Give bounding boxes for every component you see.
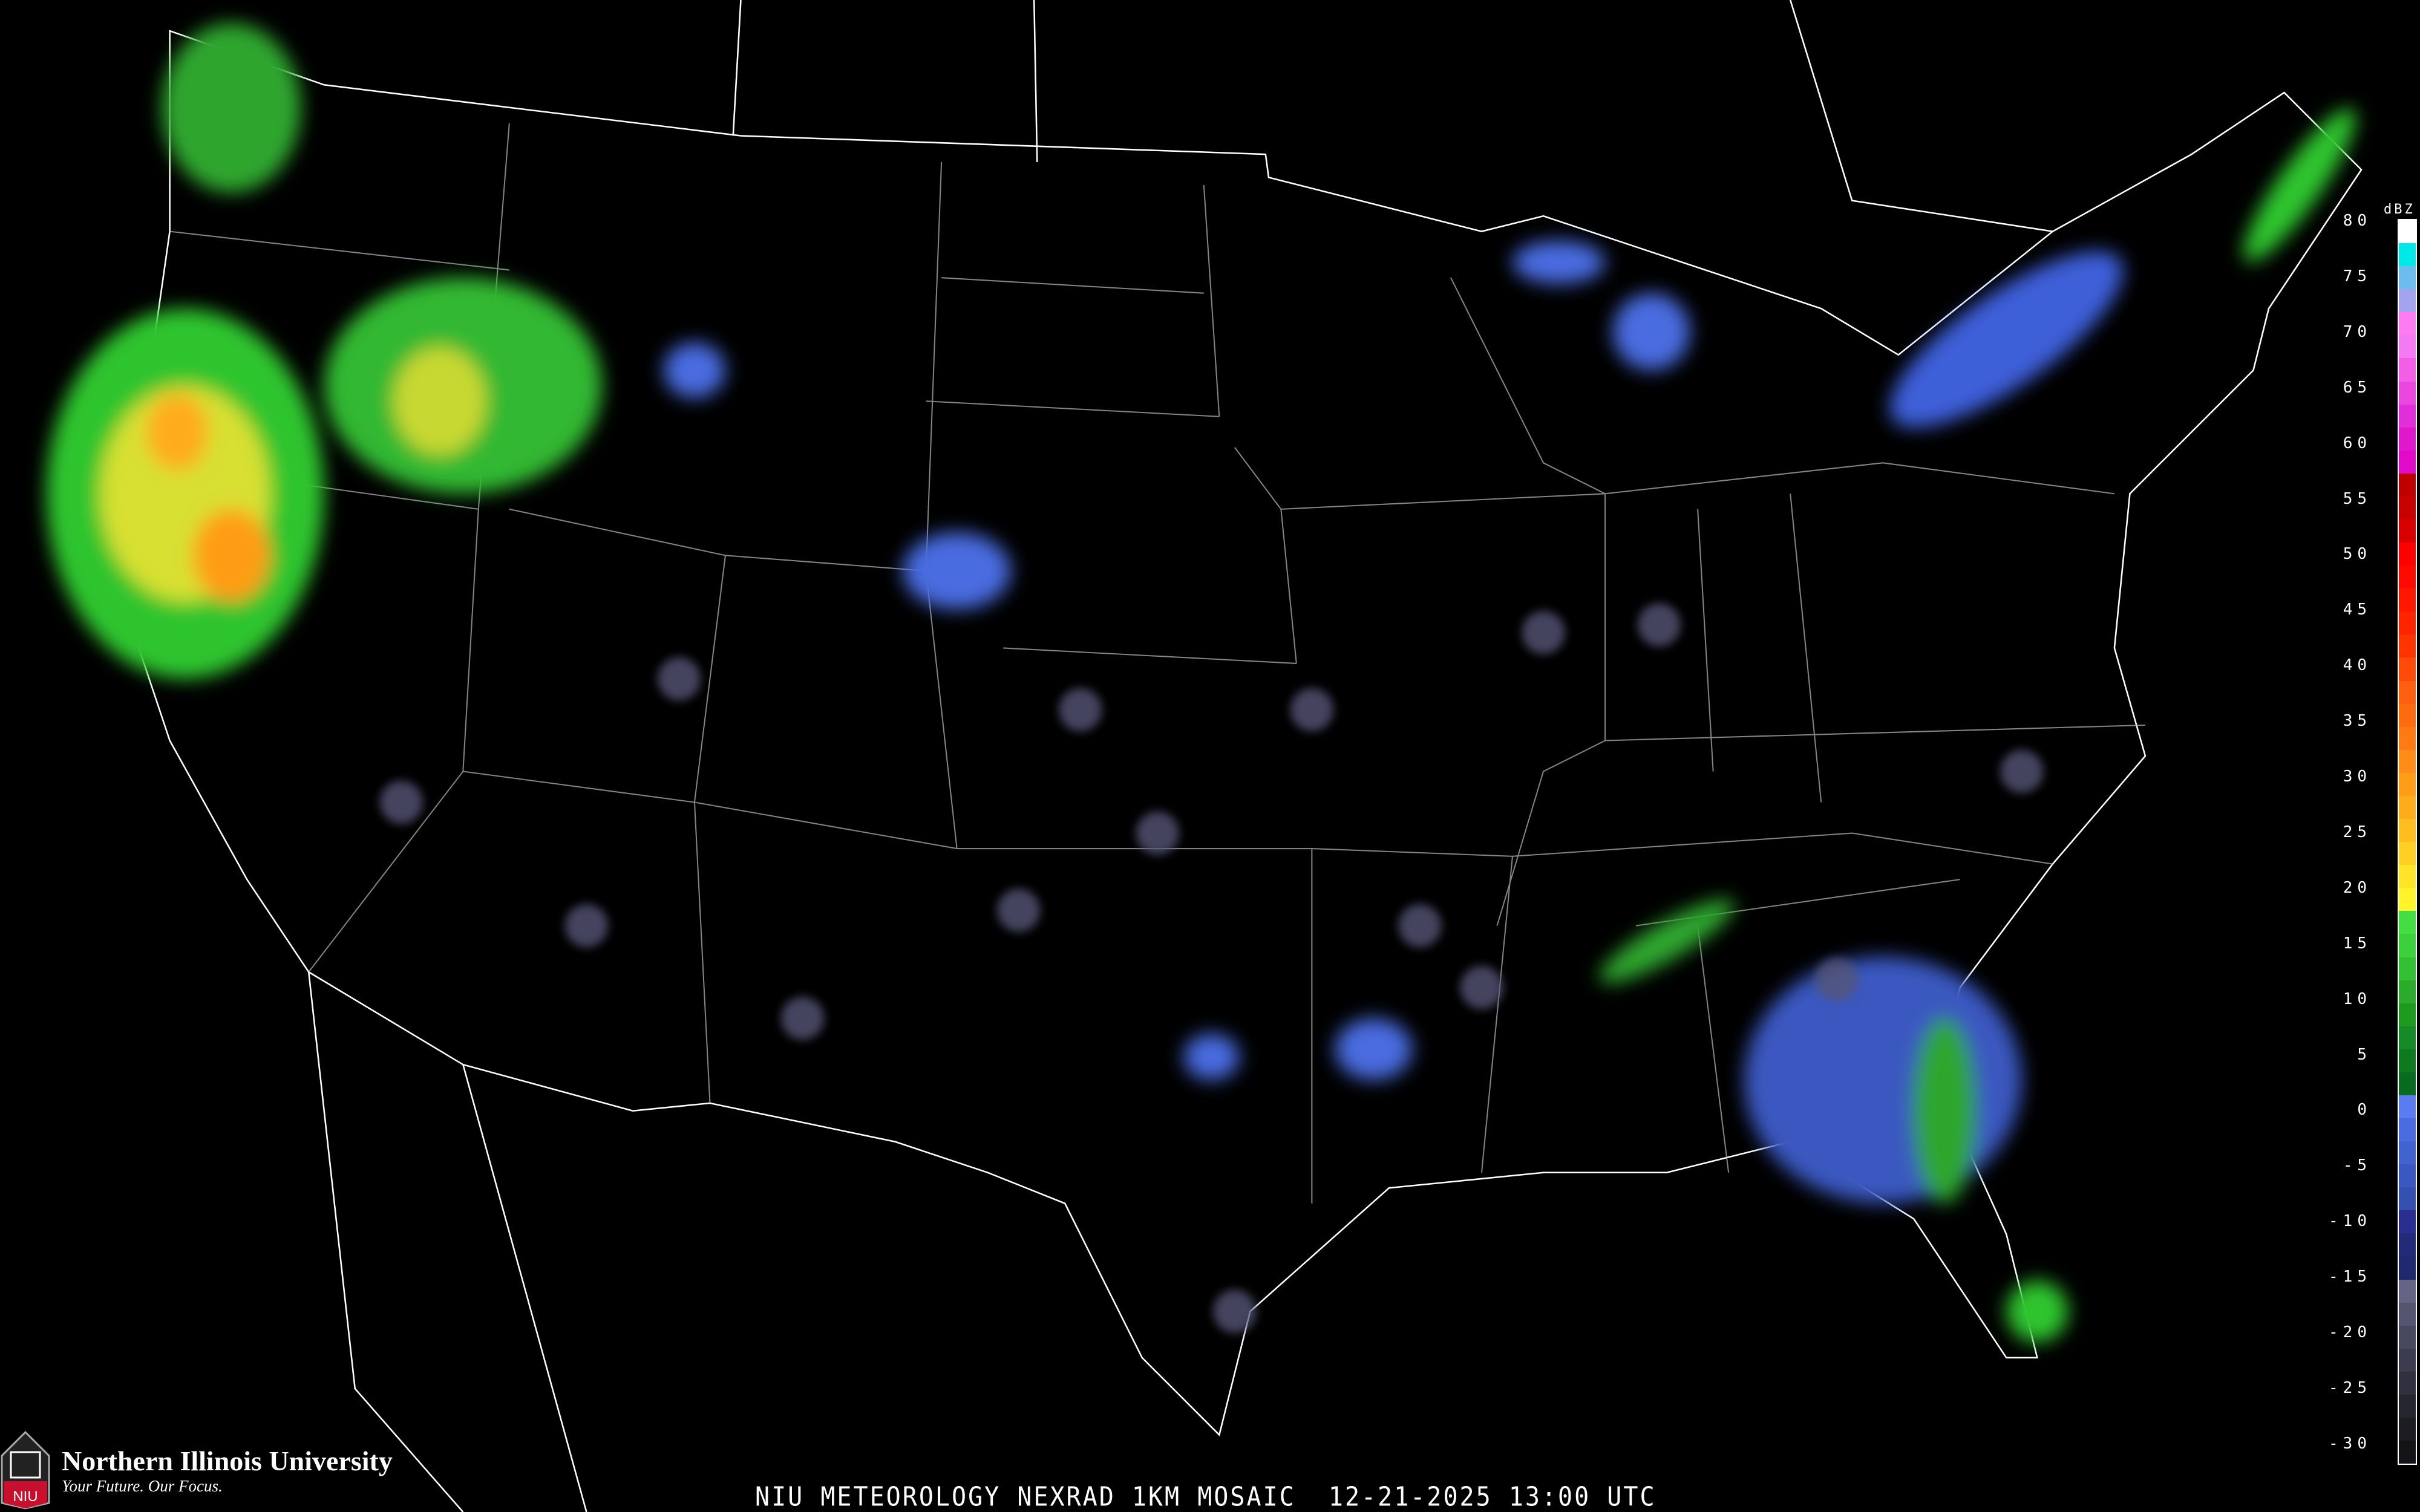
colorbar-swatch — [2399, 1233, 2416, 1257]
colorbar-swatch — [2399, 266, 2416, 290]
colorbar-tick-label: 5 — [2357, 1045, 2372, 1064]
colorbar-swatch — [2399, 520, 2416, 543]
colorbar-tick-label: 10 — [2343, 989, 2372, 1008]
colorbar-swatch — [2399, 749, 2416, 773]
map-caption: NIU METEOROLOGY NEXRAD 1KM MOSAIC 12-21-… — [755, 1482, 1656, 1512]
colorbar-tick-label: 50 — [2343, 545, 2372, 564]
colorbar-swatch — [2399, 980, 2416, 1003]
colorbar-swatch — [2399, 842, 2416, 865]
colorbar-tick-label: 15 — [2343, 934, 2372, 953]
colorbar-swatch — [2399, 427, 2416, 451]
svg-text:NIU: NIU — [13, 1488, 38, 1505]
colorbar-swatch — [2399, 819, 2416, 842]
colorbar-tick-label: -10 — [2329, 1212, 2372, 1231]
country-outline — [138, 0, 2363, 1512]
colorbar-swatch — [2399, 588, 2416, 612]
map-title: NIU METEOROLOGY NEXRAD 1KM MOSAIC — [755, 1481, 1296, 1512]
colorbar-swatch — [2399, 680, 2416, 704]
colorbar-tick-label: -15 — [2329, 1268, 2372, 1286]
radar-clutter — [379, 603, 2044, 1334]
colorbar-swatch — [2399, 888, 2416, 911]
colorbar-swatch — [2399, 1441, 2416, 1464]
colorbar-swatch — [2399, 1118, 2416, 1142]
colorbar-swatch — [2399, 1141, 2416, 1165]
colorbar-swatch — [2399, 1003, 2416, 1026]
reflectivity-colorbar — [2398, 219, 2417, 1465]
niu-logo: NIU Northern Illinois University Your Fu… — [0, 1430, 393, 1510]
colorbar-tick-label: 70 — [2343, 322, 2372, 341]
colorbar-swatch — [2399, 1164, 2416, 1188]
colorbar-tick-label: 40 — [2343, 656, 2372, 675]
radar-echoes — [46, 23, 2356, 1343]
colorbar-swatch — [2399, 289, 2416, 313]
colorbar-swatch — [2399, 404, 2416, 428]
colorbar-swatch — [2399, 865, 2416, 888]
colorbar-tick-label: 65 — [2343, 378, 2372, 397]
colorbar-swatch — [2399, 312, 2416, 336]
university-name: Northern Illinois University — [62, 1445, 393, 1476]
colorbar-swatch — [2399, 335, 2416, 359]
colorbar-swatch — [2399, 1394, 2416, 1418]
colorbar-swatch — [2399, 1348, 2416, 1372]
colorbar-swatch — [2399, 243, 2416, 267]
colorbar-swatch — [2399, 795, 2416, 820]
colorbar-tick-label: 55 — [2343, 489, 2372, 508]
colorbar-swatch — [2399, 934, 2416, 957]
legend-unit: dBZ — [2384, 202, 2415, 217]
colorbar-swatch — [2399, 358, 2416, 382]
colorbar-tick-label: -20 — [2329, 1323, 2372, 1341]
colorbar-swatch — [2399, 1279, 2416, 1303]
colorbar-swatch — [2399, 1095, 2416, 1119]
colorbar-swatch — [2399, 1072, 2416, 1095]
colorbar-swatch — [2399, 565, 2416, 589]
colorbar-tick-label: 0 — [2357, 1101, 2372, 1119]
colorbar-swatch — [2399, 611, 2416, 635]
colorbar-tick-label: 80 — [2343, 212, 2372, 230]
colorbar-swatch — [2399, 220, 2416, 244]
colorbar-swatch — [2399, 703, 2416, 727]
colorbar-swatch — [2399, 543, 2416, 566]
colorbar-swatch — [2399, 1302, 2416, 1326]
colorbar-swatch — [2399, 473, 2416, 497]
colorbar-swatch — [2399, 381, 2416, 405]
colorbar-swatch — [2399, 1049, 2416, 1072]
colorbar-swatch — [2399, 1026, 2416, 1049]
colorbar-swatch — [2399, 772, 2416, 796]
colorbar-tick-label: -25 — [2329, 1378, 2372, 1397]
colorbar-swatch — [2399, 1210, 2416, 1234]
map-time: 13:00 UTC — [1508, 1481, 1656, 1512]
colorbar-swatch — [2399, 1325, 2416, 1349]
colorbar-swatch — [2399, 957, 2416, 980]
university-tagline: Your Future. Our Focus. — [62, 1476, 223, 1495]
colorbar-swatch — [2399, 1256, 2416, 1280]
colorbar-swatch — [2399, 634, 2416, 658]
state-boundaries — [146, 123, 2145, 1204]
colorbar-swatch — [2399, 1187, 2416, 1211]
colorbar-tick-label: 45 — [2343, 601, 2372, 619]
colorbar-swatch — [2399, 1418, 2416, 1441]
colorbar-tick-label: -5 — [2343, 1156, 2372, 1175]
colorbar-tick-label: 25 — [2343, 823, 2372, 841]
colorbar-tick-label: 35 — [2343, 712, 2372, 731]
colorbar-tick-label: 75 — [2343, 267, 2372, 285]
niu-shield-icon: NIU — [1, 1430, 50, 1510]
colorbar-tick-label: -30 — [2329, 1434, 2372, 1453]
map-date: 12-21-2025 — [1328, 1481, 1493, 1512]
colorbar-tick-label: 60 — [2343, 434, 2372, 452]
colorbar-swatch — [2399, 450, 2416, 474]
colorbar-tick-label: 30 — [2343, 767, 2372, 786]
colorbar-swatch — [2399, 657, 2416, 681]
colorbar-swatch — [2399, 496, 2416, 520]
colorbar-tick-label: 20 — [2343, 878, 2372, 897]
colorbar-swatch — [2399, 1371, 2416, 1395]
colorbar-swatch — [2399, 726, 2416, 750]
colorbar-swatch — [2399, 911, 2416, 934]
